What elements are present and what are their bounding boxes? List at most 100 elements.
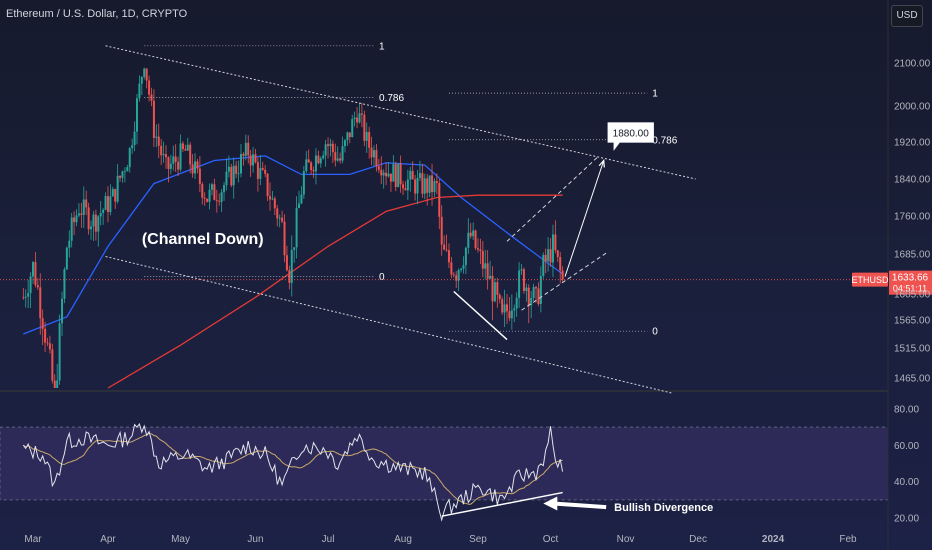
candle [51, 343, 54, 384]
candle [210, 182, 213, 196]
candle [247, 135, 250, 164]
candle [508, 296, 511, 322]
candle [481, 241, 484, 278]
candle [283, 214, 286, 263]
moving-average-line [107, 194, 563, 389]
candle [322, 150, 325, 160]
moving-average-line [23, 155, 563, 335]
candle [41, 309, 44, 345]
candle [290, 235, 293, 297]
rsi-y-tick-label: 40.00 [894, 477, 919, 488]
candle [307, 149, 310, 163]
candle [368, 126, 371, 159]
candle [271, 191, 274, 201]
candle [312, 166, 315, 179]
candle [537, 282, 540, 307]
y-tick-label: 1920.00 [894, 138, 931, 149]
candle [530, 291, 533, 319]
currency-button[interactable]: USD [891, 5, 923, 27]
candle [363, 110, 366, 147]
candle [220, 188, 223, 212]
rsi-y-tick-label: 80.00 [894, 405, 919, 416]
candle [399, 155, 402, 193]
candle [365, 122, 368, 153]
candle [184, 144, 187, 151]
candle [269, 182, 272, 211]
y-tick-label: 1685.00 [894, 250, 931, 261]
candle [520, 263, 523, 275]
fib-level-label: 0.786 [652, 135, 677, 146]
candle [92, 210, 95, 242]
candle [319, 156, 322, 168]
x-tick-label: Jun [247, 534, 263, 545]
candle [162, 141, 165, 163]
candle [148, 75, 151, 102]
candle [406, 169, 409, 200]
candle [56, 363, 59, 388]
candle [114, 188, 117, 209]
candle [179, 134, 182, 172]
candle [172, 145, 175, 171]
candle [206, 198, 209, 203]
candle [418, 160, 421, 182]
y-tick-label: 1515.00 [894, 344, 931, 355]
x-tick-label: Jul [322, 534, 335, 545]
target-callout [607, 122, 654, 152]
candle [293, 247, 296, 263]
candle [452, 271, 455, 278]
candle [174, 144, 177, 172]
candle [186, 137, 189, 152]
candle [489, 261, 492, 279]
candle [32, 261, 34, 284]
candle [380, 156, 383, 185]
candle [348, 132, 351, 144]
candle [85, 190, 88, 216]
candle [273, 196, 276, 216]
candle [447, 243, 450, 269]
candle [493, 278, 496, 303]
candle [460, 267, 463, 273]
candle [97, 215, 100, 247]
candle [438, 178, 441, 230]
candle [225, 158, 228, 191]
candle [242, 152, 245, 166]
candle [239, 144, 242, 178]
candle [462, 256, 465, 274]
candle [385, 162, 388, 186]
projection-channel-line [521, 251, 609, 311]
candle [353, 111, 356, 127]
candle [476, 238, 479, 253]
candle [152, 89, 155, 147]
candle [372, 145, 375, 167]
candle [261, 161, 264, 171]
candle [155, 124, 158, 148]
candle [215, 189, 218, 213]
candle [515, 292, 518, 317]
candle [39, 273, 42, 335]
divergence-arrow-head [543, 496, 558, 511]
candle [302, 165, 305, 199]
candle [298, 190, 301, 209]
candle [256, 157, 259, 192]
candle [469, 223, 472, 239]
channel-label: (Channel Down) [142, 231, 264, 248]
candle [128, 146, 131, 173]
candle [189, 142, 192, 174]
x-tick-label: Sep [469, 534, 487, 545]
divergence-price-line [453, 290, 508, 341]
candle [484, 249, 487, 280]
fib-level-label: 0.786 [379, 93, 404, 104]
candle [131, 138, 134, 154]
candle [106, 186, 109, 223]
candle [213, 178, 216, 201]
rsi-divergence-line [441, 491, 563, 517]
candle [75, 209, 78, 227]
candle [264, 164, 267, 178]
candle [539, 266, 542, 313]
candle [237, 160, 240, 183]
candle [46, 337, 49, 347]
candle [377, 159, 380, 174]
candle [382, 169, 385, 189]
candle [123, 167, 126, 183]
candle [426, 174, 429, 206]
